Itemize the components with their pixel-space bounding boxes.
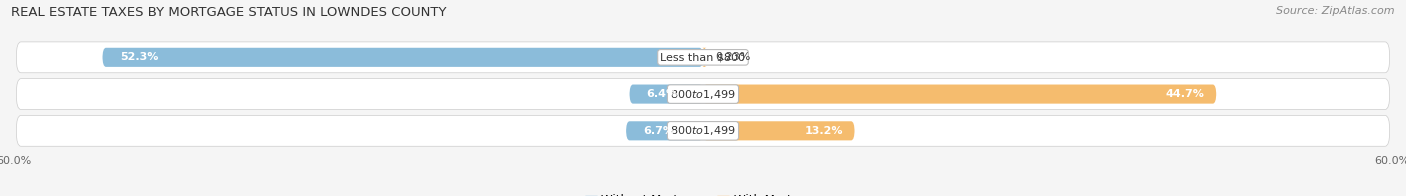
Text: 13.2%: 13.2% (804, 126, 844, 136)
FancyBboxPatch shape (703, 121, 855, 140)
Text: 44.7%: 44.7% (1166, 89, 1205, 99)
Legend: Without Mortgage, With Mortgage: Without Mortgage, With Mortgage (581, 189, 825, 196)
Text: 6.4%: 6.4% (647, 89, 678, 99)
Text: 0.23%: 0.23% (714, 52, 751, 62)
FancyBboxPatch shape (17, 79, 1389, 110)
FancyBboxPatch shape (703, 84, 1216, 104)
Text: Source: ZipAtlas.com: Source: ZipAtlas.com (1277, 6, 1395, 16)
Text: $800 to $1,499: $800 to $1,499 (671, 124, 735, 137)
FancyBboxPatch shape (630, 84, 703, 104)
Text: Less than $800: Less than $800 (661, 52, 745, 62)
Text: 52.3%: 52.3% (120, 52, 157, 62)
Text: $800 to $1,499: $800 to $1,499 (671, 88, 735, 101)
FancyBboxPatch shape (17, 42, 1389, 73)
FancyBboxPatch shape (103, 48, 703, 67)
FancyBboxPatch shape (702, 48, 706, 67)
Text: REAL ESTATE TAXES BY MORTGAGE STATUS IN LOWNDES COUNTY: REAL ESTATE TAXES BY MORTGAGE STATUS IN … (11, 6, 447, 19)
FancyBboxPatch shape (626, 121, 703, 140)
FancyBboxPatch shape (17, 115, 1389, 146)
Text: 6.7%: 6.7% (644, 126, 675, 136)
